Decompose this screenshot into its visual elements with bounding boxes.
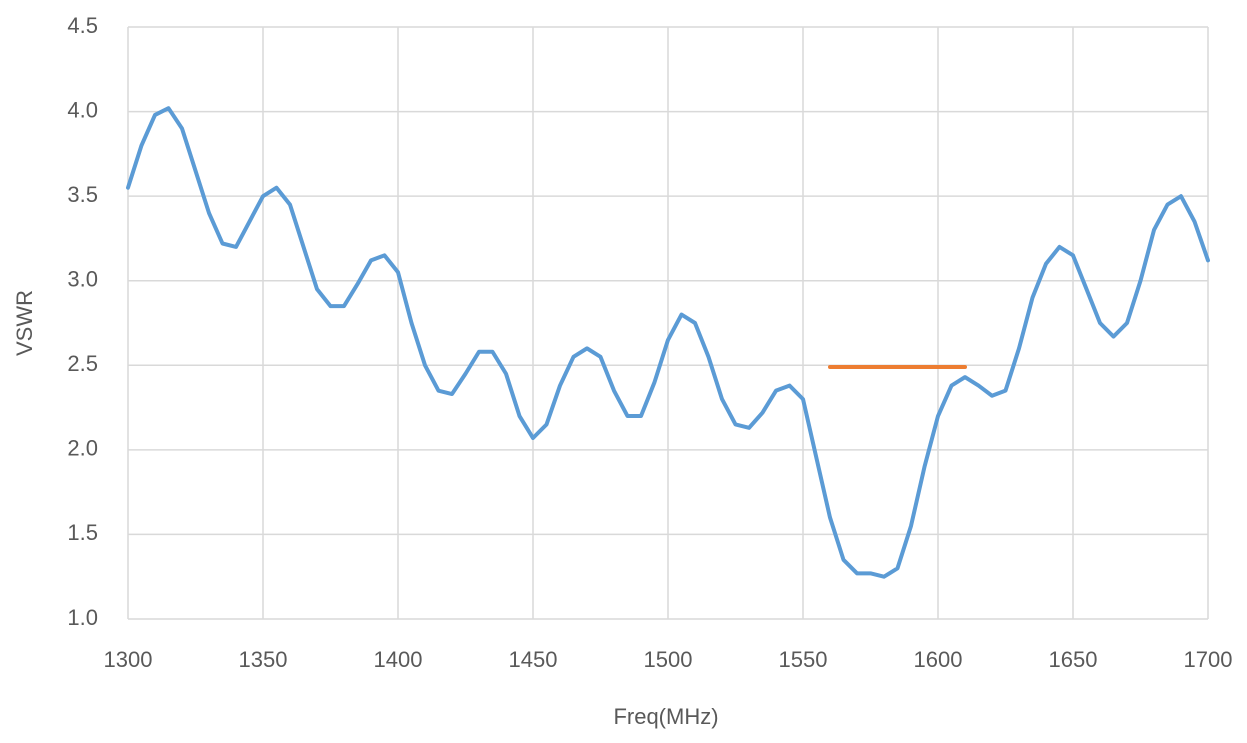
y-tick-label: 3.5 — [67, 182, 98, 207]
x-tick-label: 1450 — [509, 647, 558, 672]
x-tick-label: 1500 — [644, 647, 693, 672]
x-tick-label: 1300 — [104, 647, 153, 672]
x-tick-label: 1600 — [914, 647, 963, 672]
x-tick-label: 1650 — [1049, 647, 1098, 672]
y-tick-label: 2.0 — [67, 436, 98, 461]
x-axis-title: Freq(MHz) — [613, 704, 718, 729]
y-tick-label: 4.0 — [67, 97, 98, 122]
y-tick-label: 1.0 — [67, 605, 98, 630]
x-tick-label: 1350 — [239, 647, 288, 672]
y-tick-label: 4.5 — [67, 13, 98, 38]
y-axis-title: VSWR — [12, 290, 37, 356]
y-tick-label: 1.5 — [67, 520, 98, 545]
x-tick-label: 1700 — [1184, 647, 1233, 672]
x-tick-label: 1400 — [374, 647, 423, 672]
y-tick-label: 3.0 — [67, 267, 98, 292]
series-line — [126, 106, 1210, 579]
x-tick-label: 1550 — [779, 647, 828, 672]
y-tick-label: 2.5 — [67, 351, 98, 376]
